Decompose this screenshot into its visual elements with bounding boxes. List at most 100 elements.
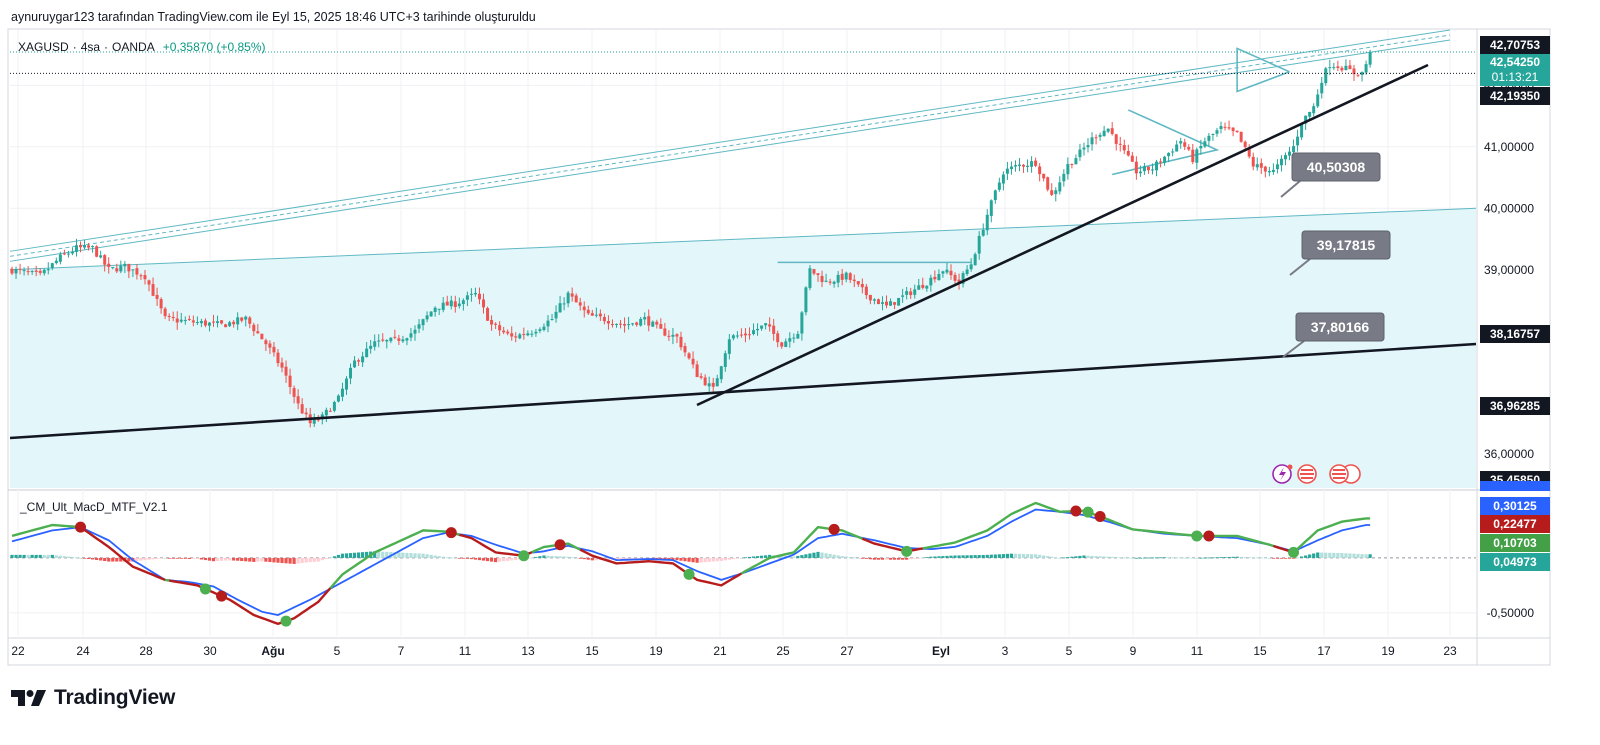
histogram-bar	[1203, 557, 1207, 559]
histogram-bar	[219, 557, 224, 561]
candle-body	[941, 271, 945, 274]
cross-marker	[199, 583, 211, 595]
candle-body	[1146, 166, 1150, 171]
histogram-bar	[42, 554, 46, 558]
callout-pointer	[1289, 258, 1311, 276]
histogram-bar	[215, 557, 220, 562]
cross-marker	[828, 523, 840, 535]
candle-body	[1118, 143, 1122, 145]
histogram-bar	[1231, 556, 1235, 558]
price-tag-box	[1480, 497, 1550, 515]
price-tag-label: 0,10703	[1493, 536, 1537, 550]
candle-body	[1086, 145, 1090, 148]
histogram-bar	[385, 551, 389, 558]
candle-body	[369, 345, 373, 349]
price-axis[interactable]: 42,0000041,0000040,0000039,0000038,00000…	[1480, 36, 1550, 620]
candle-body	[151, 284, 155, 296]
histogram-bar	[788, 556, 792, 558]
candle-body	[1219, 126, 1223, 130]
histogram-bar	[1312, 553, 1316, 558]
histogram-bar	[614, 557, 619, 560]
histogram-bar	[719, 557, 723, 561]
histogram-bar	[1070, 556, 1074, 558]
cross-marker	[216, 590, 228, 602]
candle-body	[79, 245, 83, 248]
candle-body	[349, 367, 353, 379]
histogram-bar	[167, 557, 171, 559]
x-tick-label: 15	[1253, 644, 1267, 658]
histogram-bar	[764, 555, 768, 558]
y-tick-label: 36,00000	[1484, 447, 1534, 461]
price-tag-box	[1480, 87, 1550, 105]
histogram-bar	[445, 557, 449, 559]
histogram-bar	[240, 557, 244, 562]
legend-symbol[interactable]: XAGUSD · 4sa · OANDA +0,35870 (+0,85%)	[18, 40, 265, 54]
histogram-bar	[78, 557, 83, 559]
candle-body	[62, 253, 66, 255]
histogram-bar	[308, 557, 312, 563]
tradingview-wordmark: TradingView	[54, 686, 176, 709]
candle-body	[1304, 115, 1308, 124]
candle-body	[1203, 141, 1207, 147]
y-tick-label: 39,00000	[1484, 263, 1534, 277]
histogram-bar	[409, 553, 413, 558]
histogram-bar	[10, 554, 14, 558]
candle-body	[703, 377, 707, 386]
tradingview-logo[interactable]: TradingView	[11, 684, 175, 712]
event-icons[interactable]	[1272, 464, 1361, 484]
candle-body	[554, 311, 558, 319]
candle-body	[1207, 135, 1211, 141]
candle-body	[655, 321, 659, 325]
time-axis[interactable]: 22 24 28 30 Ağu 5 7 11 13 15 19 21 25 27 Eyl 3 5 9 11 15 17 1…	[11, 644, 1457, 658]
candle-body	[1114, 134, 1118, 144]
candle-body	[969, 264, 973, 270]
candle-body	[522, 334, 526, 336]
candle-body	[731, 335, 735, 339]
candle-body	[42, 269, 46, 274]
candle-body	[248, 317, 252, 324]
histogram-bar	[622, 557, 627, 560]
indicator-title[interactable]: _CM_Ult_MacD_MTF_V2.1	[19, 500, 168, 514]
candle-body	[409, 333, 413, 338]
candle-body	[1279, 158, 1283, 166]
histogram-bar	[965, 555, 969, 558]
histogram-bar	[352, 552, 357, 558]
histogram-bar	[675, 557, 679, 561]
candle-body	[997, 182, 1001, 190]
macd-line-down	[579, 548, 743, 587]
triangle-pattern	[1112, 109, 1220, 176]
cross-marker	[1070, 505, 1082, 517]
histogram-bar	[1106, 556, 1110, 558]
candle-body	[852, 279, 856, 282]
candle-body	[836, 274, 840, 283]
histogram-bar	[433, 555, 437, 558]
histogram-bar	[304, 557, 308, 563]
candle-body	[1013, 165, 1017, 167]
legend-separator-1: ·	[73, 40, 77, 54]
candle-body	[1130, 155, 1134, 162]
candle-body	[534, 331, 538, 334]
candle-body	[945, 269, 949, 273]
x-tick-label: 5	[334, 644, 341, 658]
histogram-bar	[1207, 557, 1211, 559]
cross-marker	[1191, 530, 1203, 542]
candle-body	[719, 366, 723, 380]
histogram-bar	[163, 557, 167, 559]
candle-body	[276, 352, 280, 364]
histogram-bar	[1102, 556, 1106, 558]
candle-body	[788, 338, 792, 342]
candle-body	[441, 302, 445, 310]
histogram-bar	[860, 557, 864, 559]
candle-body	[494, 323, 498, 325]
histogram-bar	[884, 557, 889, 560]
cross-marker	[75, 521, 87, 533]
histogram-bar	[1267, 557, 1271, 559]
callout-label: 37,80166	[1311, 319, 1370, 335]
histogram-bar	[1013, 553, 1018, 558]
histogram-bar	[969, 555, 973, 558]
histogram-bar	[232, 557, 236, 561]
histogram-bar	[824, 553, 828, 558]
histogram-bar	[566, 556, 570, 558]
candle-body	[929, 277, 933, 286]
histogram-bar	[663, 557, 667, 560]
